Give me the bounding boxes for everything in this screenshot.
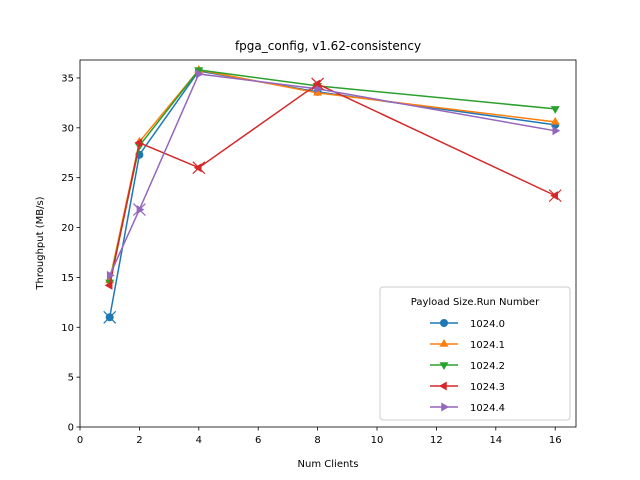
legend-marker: [439, 381, 447, 391]
chart-title: fpga_config, v1.62-consistency: [235, 39, 421, 53]
y-tick-label: 35: [61, 73, 74, 84]
outlier-x-marker: [311, 77, 325, 91]
legend-entry: 1024.2: [430, 361, 505, 372]
legend-label: 1024.2: [470, 361, 505, 372]
y-axis-title: Throughput (MB/s): [35, 196, 46, 290]
data-point: [552, 126, 561, 136]
x-tick-label: 8: [314, 435, 320, 446]
legend-marker: [441, 402, 449, 412]
y-axis: 0 5 10 15 20 25 30 35: [61, 73, 80, 434]
data-point: [550, 191, 558, 201]
outlier-markers: [103, 77, 562, 324]
legend-label: 1024.1: [470, 340, 505, 351]
outlier-x-marker: [192, 161, 206, 175]
y-tick-label: 30: [61, 123, 74, 134]
y-tick-label: 15: [61, 273, 74, 284]
data-point: [104, 280, 113, 290]
y-tick-label: 20: [61, 223, 74, 234]
x-tick-label: 0: [77, 435, 83, 446]
legend-marker: [439, 339, 449, 347]
data-point: [134, 138, 143, 148]
x-axis: 0 2 4 6 8 10 12 14 16: [77, 427, 562, 446]
plot-frame: [79, 59, 577, 428]
data-point: [196, 69, 204, 79]
series-1024-4: [106, 69, 561, 280]
data-point: [550, 106, 560, 114]
legend-marker: [439, 362, 449, 370]
data-point: [106, 270, 115, 280]
legend-label: 1024.0: [470, 319, 505, 330]
x-tick-label: 4: [196, 435, 202, 446]
legend-marker: [440, 319, 448, 327]
outlier-x-marker: [103, 310, 117, 324]
x-axis-title: Num Clients: [298, 459, 359, 470]
data-point: [193, 163, 202, 173]
data-point: [312, 79, 321, 89]
legend-label: 1024.3: [470, 382, 505, 393]
legend: Payload Size.Run Number 1024.0 1024.1 1024.…: [379, 286, 571, 421]
x-tick-label: 14: [489, 435, 502, 446]
y-tick-label: 5: [68, 373, 74, 384]
legend-entry: 1024.3: [430, 381, 505, 393]
legend-label: 1024.4: [470, 403, 505, 414]
legend-box: [379, 286, 571, 421]
y-tick-label: 0: [68, 423, 74, 434]
data-point: [314, 84, 323, 94]
x-tick-label: 6: [255, 435, 261, 446]
x-tick-label: 12: [430, 435, 443, 446]
outlier-x-marker: [132, 203, 146, 217]
x-tick-label: 2: [136, 435, 142, 446]
legend-entry: 1024.4: [430, 402, 505, 414]
legend-entry: 1024.1: [430, 339, 505, 351]
legend-entry: 1024.0: [430, 319, 505, 330]
data-point: [550, 116, 560, 125]
y-tick-label: 25: [61, 173, 74, 184]
x-tick-label: 10: [371, 435, 384, 446]
outlier-x-marker: [548, 189, 562, 203]
data-point: [136, 205, 145, 215]
plot-area: [103, 64, 562, 324]
x-tick-label: 16: [549, 435, 562, 446]
y-tick-label: 10: [61, 323, 74, 334]
legend-title: Payload Size.Run Number: [411, 297, 540, 308]
